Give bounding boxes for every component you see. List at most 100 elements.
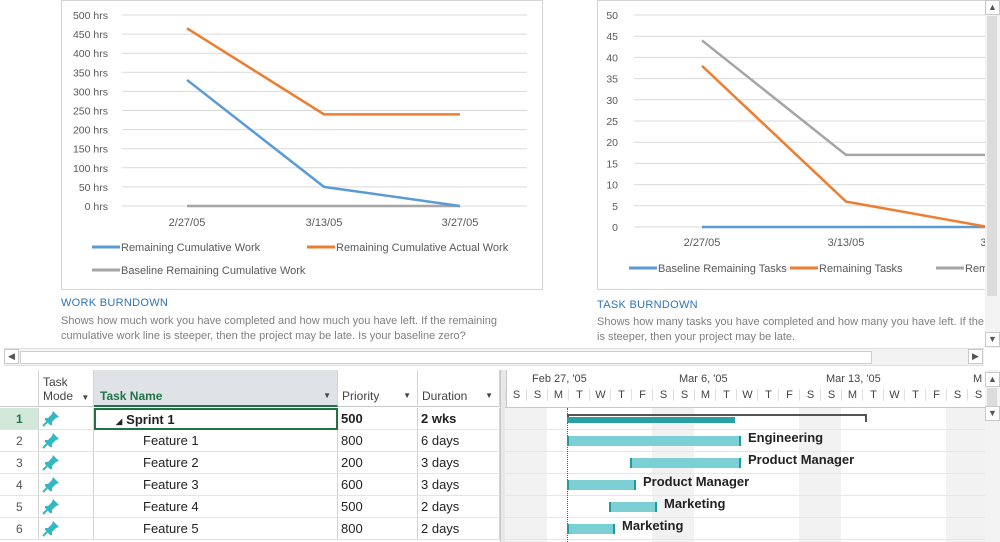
task-mode-filter-arrow-icon[interactable]: ▼ <box>81 393 90 402</box>
task-bar[interactable] <box>567 436 742 446</box>
duration-cell[interactable]: 3 days <box>418 452 500 474</box>
series-line <box>701 39 986 157</box>
task-mode-cell[interactable] <box>39 474 94 496</box>
row-number[interactable]: 2 <box>0 430 39 452</box>
priority-cell[interactable]: 600 <box>338 474 418 496</box>
horizontal-scroll-thumb[interactable] <box>20 351 872 364</box>
row-number[interactable]: 3 <box>0 452 39 474</box>
row-number-header[interactable] <box>0 370 39 407</box>
y-tick-label: 20 <box>606 137 618 149</box>
task-name-cell[interactable]: Feature 4 <box>94 496 338 518</box>
summary-bar[interactable] <box>567 417 736 423</box>
task-name-cell[interactable]: Feature 5 <box>94 518 338 540</box>
row-number[interactable]: 5 <box>0 496 39 518</box>
duration-cell[interactable]: 2 wks <box>418 408 500 430</box>
task-name-cell[interactable]: Feature 1 <box>94 430 338 452</box>
scroll-right-arrow-icon[interactable]: ▶ <box>968 349 983 364</box>
priority-cell[interactable]: 200 <box>338 452 418 474</box>
report-horizontal-scrollbar[interactable]: ◀ ▶ <box>4 348 984 366</box>
priority-cell[interactable]: 800 <box>338 518 418 540</box>
task-name-cell[interactable]: Feature 3 <box>94 474 338 496</box>
weekend-shading <box>967 408 985 542</box>
task-burndown-chart[interactable]: 504540353025201510502/27/053/13/053/2Bas… <box>597 0 986 290</box>
task-mode-cell[interactable] <box>39 496 94 518</box>
priority-cell[interactable]: 800 <box>338 430 418 452</box>
y-tick-label: 35 <box>606 74 618 86</box>
table-row[interactable]: 6 Feature 5 800 2 days <box>0 518 500 540</box>
duration-filter-arrow-icon[interactable]: ▼ <box>485 391 493 400</box>
work-burndown-chart[interactable]: 500 hrs 450 hrs 400 hrs 350 hrs 300 hrs 250 h… <box>61 0 543 290</box>
gantt-vertical-scrollbar[interactable]: ▲ ▼ <box>985 370 1000 542</box>
timescale-week-label: Mar 13, '05 <box>826 373 881 385</box>
y-tick-label: 45 <box>606 31 618 43</box>
timescale-day-label: S <box>967 389 985 401</box>
priority-header[interactable]: Priority ▼ <box>338 370 418 407</box>
table-row[interactable]: 5 Feature 4 500 2 days <box>0 496 500 518</box>
collapse-triangle-icon[interactable]: ◢ <box>116 417 123 426</box>
task-bar[interactable] <box>567 480 637 490</box>
x-tick-label: 2/27/05 <box>684 237 721 249</box>
task-name-header-label: Task Name <box>100 389 163 403</box>
legend-label: Remaining Tasks <box>819 263 903 275</box>
task-mode-header[interactable]: Task Mode ▼ <box>39 370 94 407</box>
task-mode-cell[interactable] <box>39 518 94 540</box>
timescale-day-label: T <box>904 389 926 401</box>
row-number[interactable]: 4 <box>0 474 39 496</box>
timescale-day-label: M <box>841 389 863 401</box>
timescale-day-label: S <box>820 389 842 401</box>
x-tick-label: 2/27/05 <box>169 217 206 229</box>
task-bar[interactable] <box>609 502 658 512</box>
duration-cell[interactable]: 2 days <box>418 518 500 540</box>
task-name-cell[interactable]: ◢ Sprint 1 <box>94 408 338 430</box>
table-row[interactable]: 1 ◢ Sprint 1 500 2 wks <box>0 408 500 430</box>
task-name-cell[interactable]: Feature 2 <box>94 452 338 474</box>
row-number[interactable]: 6 <box>0 518 39 540</box>
pin-icon <box>42 499 59 515</box>
y-tick-label: 25 <box>606 116 618 128</box>
task-bar[interactable] <box>567 524 616 534</box>
duration-cell[interactable]: 6 days <box>418 430 500 452</box>
task-mode-cell[interactable] <box>39 430 94 452</box>
duration-header[interactable]: Duration ▼ <box>418 370 500 407</box>
priority-filter-arrow-icon[interactable]: ▼ <box>403 391 411 400</box>
scroll-left-arrow-icon[interactable]: ◀ <box>4 349 19 364</box>
y-tick-label: 400 hrs <box>73 48 108 60</box>
priority-cell[interactable]: 500 <box>338 408 418 430</box>
gantt-row-line <box>505 429 985 430</box>
timescale-day-label: T <box>862 389 884 401</box>
scroll-thumb[interactable] <box>987 16 997 296</box>
gantt-body <box>505 408 985 542</box>
table-row[interactable]: 2 Feature 1 800 6 days <box>0 430 500 452</box>
gantt-scroll-up-arrow-icon[interactable]: ▲ <box>985 372 1000 387</box>
task-name-filter-arrow-icon[interactable]: ▼ <box>323 391 331 400</box>
table-row[interactable]: 4 Feature 3 600 3 days <box>0 474 500 496</box>
weekend-shading <box>946 408 967 542</box>
row-number[interactable]: 1 <box>0 408 39 430</box>
task-burndown-description-2: is steeper, then your project may be lat… <box>597 331 796 343</box>
scroll-up-arrow-icon[interactable]: ▲ <box>985 0 1000 15</box>
table-row[interactable]: 3 Feature 2 200 3 days <box>0 452 500 474</box>
x-tick-label: 3/2 <box>980 237 986 249</box>
duration-cell[interactable]: 2 days <box>418 496 500 518</box>
duration-cell[interactable]: 3 days <box>418 474 500 496</box>
priority-cell[interactable]: 500 <box>338 496 418 518</box>
report-vertical-scrollbar[interactable]: ▲ ▼ <box>985 0 1000 348</box>
gantt-scroll-down-arrow-icon[interactable]: ▼ <box>985 406 1000 421</box>
task-mode-header-label-2: Mode <box>43 389 74 403</box>
task-bar[interactable] <box>630 458 742 468</box>
priority-header-label: Priority <box>342 389 380 403</box>
timescale-day-label: S <box>946 389 968 401</box>
legend-label: Remaining <box>965 263 986 275</box>
scroll-down-arrow-icon[interactable]: ▼ <box>985 332 1000 347</box>
task-mode-cell[interactable] <box>39 408 94 430</box>
legend-label: Remaining Cumulative Actual Work <box>336 242 509 254</box>
task-name-header[interactable]: Task Name ▼ <box>94 370 338 407</box>
legend-label: Baseline Remaining Tasks <box>658 263 787 275</box>
task-mode-cell[interactable] <box>39 452 94 474</box>
y-tick-label: 200 hrs <box>73 125 108 137</box>
gantt-row-line <box>505 495 985 496</box>
gantt-scroll-thumb[interactable] <box>987 388 997 406</box>
timescale-day-label: S <box>673 389 695 401</box>
y-tick-label: 5 <box>612 201 618 213</box>
